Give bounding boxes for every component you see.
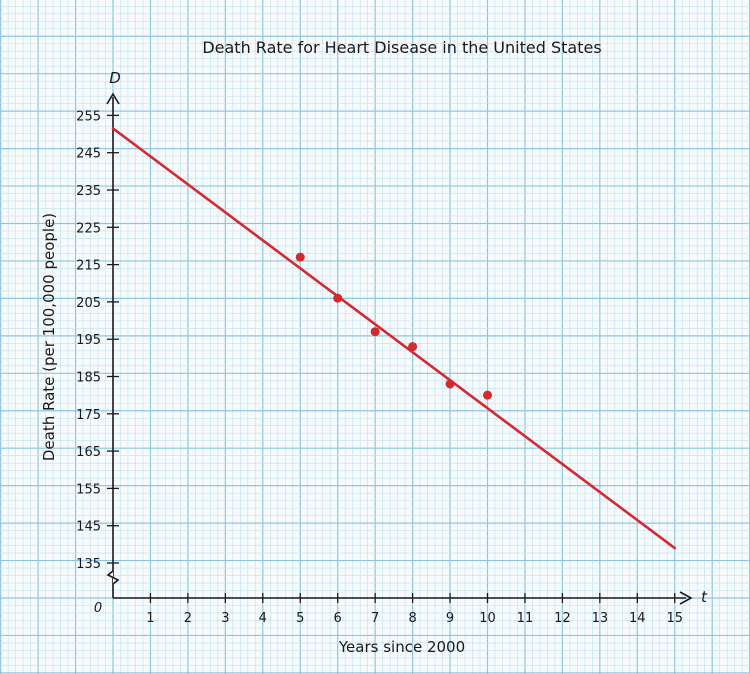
x-tick-label: 12: [554, 611, 571, 626]
x-tick-label: 4: [259, 611, 267, 626]
y-axis-name: D: [109, 69, 121, 87]
y-tick-label: 195: [76, 333, 101, 348]
x-tick-label: 13: [592, 611, 609, 626]
y-tick-label: 175: [76, 408, 101, 423]
x-tick-label: 14: [629, 611, 646, 626]
y-tick-label: 185: [76, 371, 101, 386]
data-marks: [111, 127, 677, 550]
data-point: [370, 327, 380, 337]
y-tick-label: 235: [76, 184, 101, 199]
x-axis-arrow: [679, 591, 693, 605]
x-tick-label: 5: [296, 611, 304, 626]
data-point: [408, 342, 418, 352]
x-tick-label: 8: [408, 611, 416, 626]
y-axis-break: [106, 570, 120, 585]
data-point: [483, 390, 492, 400]
axes: [106, 92, 693, 605]
y-tick-label: 215: [76, 259, 101, 274]
data-point: [333, 293, 343, 303]
x-axis-label: Years since 2000: [338, 638, 465, 656]
tick-labels: 1 2 3 4 5 6 7 8 9 10 11 12 13 14 151351451551651751851…: [76, 109, 683, 626]
x-axis-name: t: [701, 588, 708, 606]
y-tick-label: 165: [76, 445, 101, 460]
trend-line: [111, 127, 677, 550]
x-tick-label: 9: [446, 611, 454, 626]
data-point: [295, 252, 305, 262]
chart-title: Death Rate for Heart Disease in the Unit…: [202, 38, 601, 57]
y-axis-label: Death Rate (per 100,000 people): [40, 213, 58, 461]
x-tick-label: 6: [334, 611, 342, 626]
x-tick-label: 1: [146, 611, 154, 626]
x-tick-label: 11: [517, 611, 534, 626]
y-axis-arrow: [106, 92, 120, 105]
data-point: [445, 379, 455, 389]
y-tick-label: 245: [76, 147, 101, 162]
y-tick-label: 135: [76, 557, 101, 572]
y-tick-label: 255: [76, 109, 101, 124]
x-tick-label: 7: [371, 611, 379, 626]
y-tick-label: 205: [76, 296, 101, 311]
x-tick-label: 10: [479, 611, 496, 626]
y-tick-label: 225: [76, 221, 101, 236]
x-tick-label: 2: [184, 611, 192, 626]
y-tick-label: 155: [76, 482, 101, 497]
x-tick-label: 3: [221, 611, 229, 626]
y-tick-label: 145: [76, 520, 101, 535]
origin-label: 0: [94, 601, 102, 616]
x-tick-label: 15: [666, 611, 683, 626]
